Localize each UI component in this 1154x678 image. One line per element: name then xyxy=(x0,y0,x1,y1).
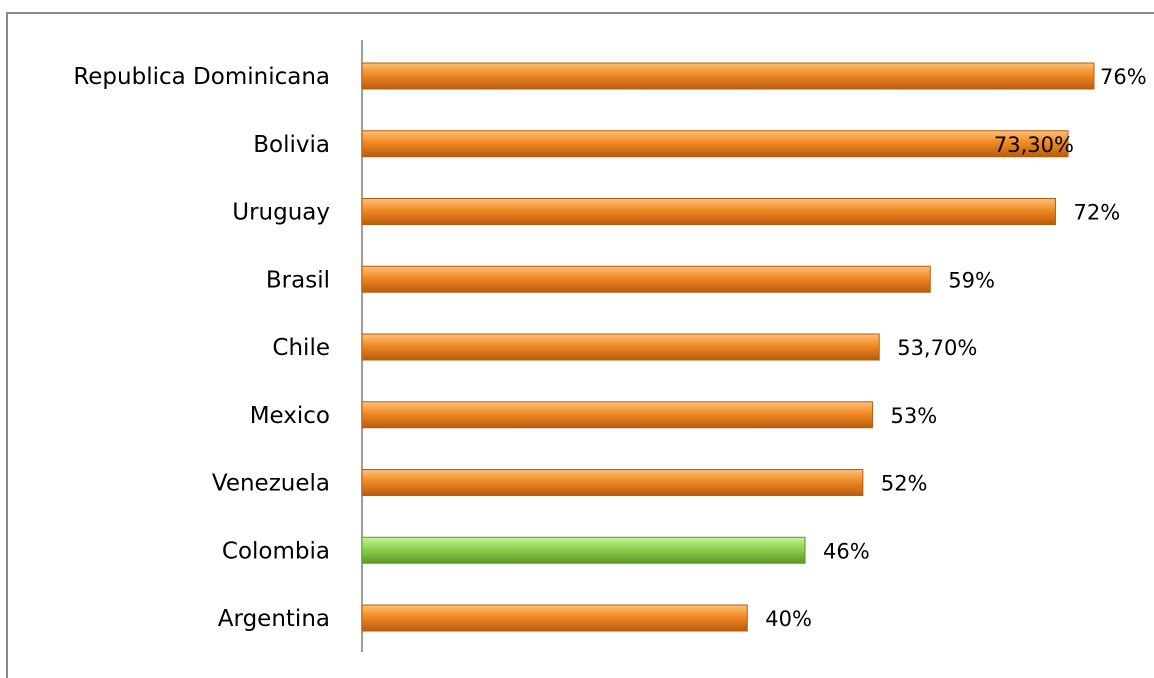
category-label: Republica Dominicana xyxy=(73,64,330,90)
bar-venezuela xyxy=(361,469,864,496)
category-label: Argentina xyxy=(218,606,330,632)
bar-republica-dominicana xyxy=(361,62,1095,90)
value-label: 52% xyxy=(881,472,928,496)
category-label: Uruguay xyxy=(232,200,330,226)
value-label: 53,70% xyxy=(897,336,977,360)
category-label: Colombia xyxy=(222,538,330,564)
value-label: 72% xyxy=(1073,201,1120,225)
bar-mexico xyxy=(361,401,873,429)
value-label: 73,30% xyxy=(994,133,1074,157)
value-label: 40% xyxy=(765,607,812,631)
bar-bolivia xyxy=(361,130,1069,158)
bar-argentina xyxy=(361,604,748,632)
category-label: Bolivia xyxy=(253,132,330,158)
category-label: Brasil xyxy=(266,267,330,293)
bar-colombia xyxy=(361,536,806,564)
bar-brasil xyxy=(361,265,931,293)
category-labels: Republica Dominicana Bolivia Uruguay Brasil… xyxy=(73,64,330,632)
value-label: 53% xyxy=(890,404,937,428)
value-labels: 76% 73,30% 72% 59% 53,70% 53% 52% 46% 40% xyxy=(765,65,1146,631)
bar-uruguay xyxy=(361,198,1056,225)
value-label: 59% xyxy=(948,268,995,292)
category-label: Venezuela xyxy=(212,471,330,497)
category-label: Chile xyxy=(272,335,330,361)
bars-group xyxy=(361,62,1095,632)
value-label: 76% xyxy=(1100,65,1147,89)
bar-chile xyxy=(361,333,880,361)
value-label: 46% xyxy=(823,539,870,563)
category-label: Mexico xyxy=(250,403,330,429)
